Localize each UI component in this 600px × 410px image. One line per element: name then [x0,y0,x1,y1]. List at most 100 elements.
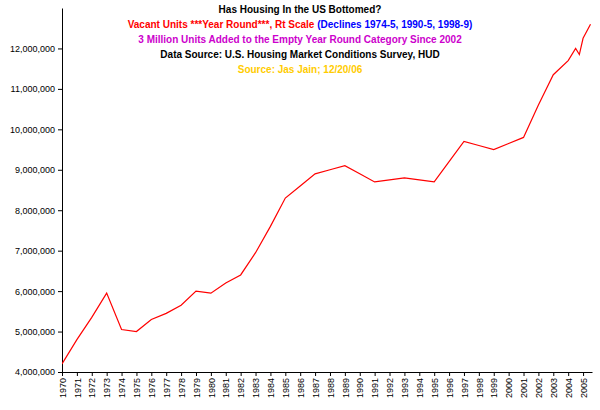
y-tick-label: 5,000,000 [15,327,55,337]
x-tick-label: 1977 [162,378,172,398]
y-tick-mark [58,291,62,292]
y-tick-mark [58,210,62,211]
x-tick: 1981 [221,372,231,398]
y-tick-mark [58,129,62,130]
x-tick: 1985 [281,372,291,398]
plot-area [62,24,591,364]
x-tick: 2002 [534,372,544,398]
y-tick-mark [58,332,62,333]
x-tick-label: 1991 [370,378,380,398]
annotation: 3 Million Units Added to the Empty Year … [138,34,462,45]
x-tick-mark [77,372,78,376]
x-axis: 1970197119721973197419751976197719781979… [58,372,593,398]
x-tick: 1995 [430,372,440,398]
x-tick: 1996 [445,372,455,398]
x-tick-mark [181,372,182,376]
x-tick-label: 1984 [266,378,276,398]
x-tick: 1986 [296,372,306,398]
x-tick-mark [479,372,480,376]
x-tick-mark [494,372,495,376]
x-tick-label: 1997 [460,378,470,398]
x-tick-label: 1986 [296,378,306,398]
x-tick-label: 1971 [73,378,83,398]
x-tick-label: 1985 [281,378,291,398]
x-tick-mark [285,372,286,376]
x-tick-mark [226,372,227,376]
x-tick: 1992 [385,372,395,398]
x-tick-label: 1993 [400,378,410,398]
x-tick-label: 1996 [445,378,455,398]
y-tick-label: 8,000,000 [15,206,55,216]
annotation-line: 3 Million Units Added to the Empty Year … [138,34,462,45]
x-tick-mark [330,372,331,376]
x-tick-mark [524,372,525,376]
y-tick-mark [58,48,62,49]
y-tick-mark [58,372,62,373]
x-tick: 1974 [117,372,127,398]
y-tick: 8,000,000 [15,206,62,216]
x-tick-label: 1975 [132,378,142,398]
x-tick-mark [196,372,197,376]
x-tick-mark [464,372,465,376]
x-tick-mark [553,372,554,376]
y-axis: 4,000,000 5,000,000 6,000,000 7,000,000 8,00… [10,9,63,378]
x-tick: 1980 [207,372,217,398]
x-tick: 1987 [311,372,321,398]
x-tick-label: 2005 [579,378,589,398]
y-tick-label: 12,000,000 [10,44,55,54]
x-tick-label: 1992 [385,378,395,398]
x-tick-label: 1982 [236,378,246,398]
x-tick-mark [583,372,584,376]
y-tick-label: 11,000,000 [11,84,55,94]
chart: 4,000,000 5,000,000 6,000,000 7,000,000 8,00… [0,0,600,410]
x-tick-label: 2004 [564,378,574,398]
annotation: Source: Jas Jain; 12/20/06 [238,64,363,75]
x-tick: 1993 [400,372,410,398]
annotation-line: Vacant Units ***Year Round***, Rt Scale … [128,19,473,30]
x-tick-mark [270,372,271,376]
y-tick-label: 7,000,000 [15,246,55,256]
x-tick-mark [241,372,242,376]
x-tick-mark [390,372,391,376]
x-tick-mark [345,372,346,376]
x-tick-mark [315,372,316,376]
x-tick-mark [256,372,257,376]
x-tick-label: 1990 [355,378,365,398]
x-tick-mark [151,372,152,376]
y-tick-mark [58,170,62,171]
x-tick-mark [136,372,137,376]
x-tick-mark [538,372,539,376]
y-tick-label: 6,000,000 [15,286,55,296]
x-tick-label: 1999 [489,378,499,398]
x-tick-label: 1973 [102,378,112,398]
y-tick-mark [58,251,62,252]
x-tick-label: 1980 [207,378,217,398]
x-tick-mark [375,372,376,376]
y-tick-label: 10,000,000 [10,125,55,135]
y-axis-line [62,9,63,373]
x-tick: 2003 [549,372,559,398]
x-tick: 1975 [132,372,142,398]
x-tick: 1978 [177,372,187,398]
x-tick: 1999 [489,372,499,398]
x-tick: 1976 [147,372,157,398]
x-tick-mark [568,372,569,376]
y-tick-label: 9,000,000 [15,165,55,175]
x-tick-label: 2003 [549,378,559,398]
x-tick-label: 1987 [311,378,321,398]
x-tick-label: 2001 [519,378,529,398]
x-tick: 1972 [87,372,97,398]
y-tick: 6,000,000 [15,286,62,296]
x-tick-mark [449,372,450,376]
x-tick: 1990 [355,372,365,398]
x-tick-mark [107,372,108,376]
annotation-line: Data Source: U.S. Housing Market Conditi… [160,49,439,60]
x-tick: 2005 [579,372,589,398]
x-tick: 1991 [370,372,380,398]
x-tick-mark [509,372,510,376]
y-tick-mark [58,89,62,90]
y-tick: 7,000,000 [15,246,62,256]
x-tick-label: 1989 [341,378,351,398]
annotation: (Declines 1974-5, 1990-5, 1998-9) [314,19,472,30]
y-tick-label: 4,000,000 [15,367,55,377]
